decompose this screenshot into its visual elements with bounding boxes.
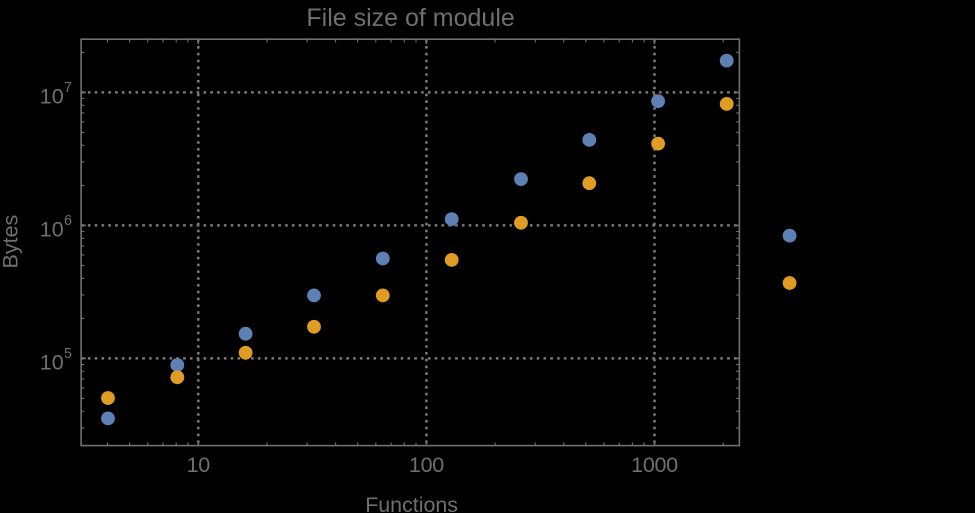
svg-text:1000: 1000 <box>631 453 678 477</box>
svg-text:6: 6 <box>64 213 72 229</box>
svg-text:100: 100 <box>409 453 444 477</box>
svg-text:Bytes: Bytes <box>0 215 23 269</box>
svg-text:10: 10 <box>40 217 64 241</box>
svg-text:10: 10 <box>40 350 64 374</box>
svg-text:File size of module: File size of module <box>306 4 514 32</box>
svg-text:10: 10 <box>40 84 64 108</box>
svg-text:7: 7 <box>64 80 72 96</box>
svg-text:Functions: Functions <box>365 493 458 513</box>
svg-text:5: 5 <box>64 346 72 362</box>
svg-text:10: 10 <box>187 453 211 477</box>
